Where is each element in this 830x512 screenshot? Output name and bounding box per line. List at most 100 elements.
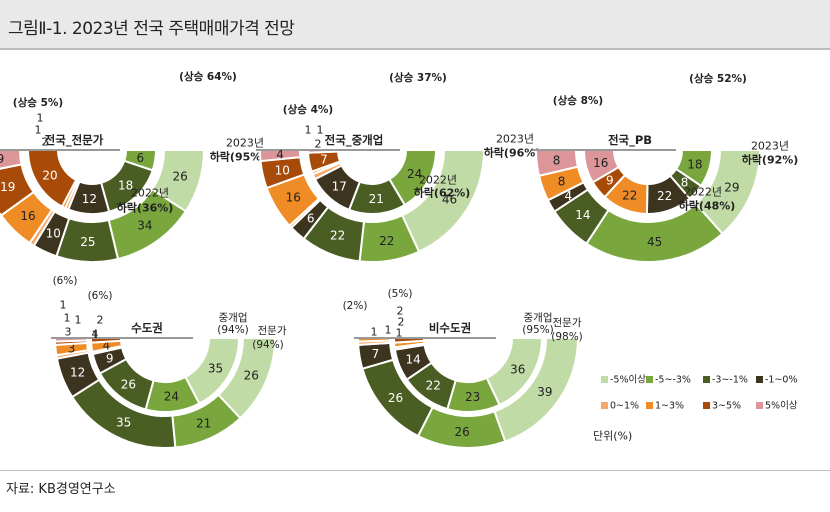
ring-year-label: 2022년 [419,174,457,187]
ring-rise-share: (상승 64%) [179,70,237,83]
donut-segment-4-outer-5 [356,337,392,343]
legend-swatch-0 [601,376,608,383]
data-label-1-outer-5: 16 [286,191,301,205]
small-value-label: 1 [305,124,312,137]
ring-decline-share: 하락(92%) [742,153,799,167]
data-label-3-inner-2: 26 [121,377,136,391]
data-label-0-outer-3: 10 [46,226,61,240]
data-label-4-outer-3: 7 [372,347,380,361]
ring-year-label: 2023년 [226,137,264,150]
small-value-label: 1 [37,112,44,125]
ring-rise-share: (5%) [388,288,413,300]
data-label-0-outer-7: 9 [0,152,4,166]
data-label-0-outer-2: 25 [80,235,95,249]
ring-decline-share: 하락(95%) [210,150,267,164]
ring-decline-share: (95%) [522,324,554,336]
small-value-label: 1 [92,329,99,342]
ring-decline-share: (94%) [217,324,249,336]
small-value-label: 2 [398,316,405,329]
ring-rise-share: (상승 4%) [283,103,333,116]
data-label-4-inner-1: 23 [465,390,480,404]
small-value-label: 2 [97,314,104,327]
small-value-label: 1 [60,299,67,312]
data-label-4-inner-2: 22 [426,379,441,393]
donut-segment-3-outer-7 [53,337,89,343]
ring-series-label: 전문가 [553,317,582,329]
source-note: 자료: KB경영연구소 [6,482,116,497]
data-label-1-inner-3: 17 [332,179,347,193]
legend-swatch-6 [703,402,710,409]
data-label-4-inner-3: 14 [406,353,421,367]
legend-label-4: 0~1% [610,401,639,412]
data-label-1-outer-3: 6 [307,212,315,226]
data-label-2-inner-2: 8 [681,176,689,190]
data-label-2-outer-2: 14 [575,208,590,222]
footer-divider [0,470,830,471]
ring-decline-share: 하락(96%) [484,146,541,160]
donut-title: 전국_전문가 [45,133,104,148]
small-value-label: 1 [371,326,378,339]
data-label-0-inner-6: 20 [42,168,57,182]
data-label-2-outer-3: 4 [565,189,573,203]
ring-decline-share: (94%) [252,339,284,351]
data-label-2-outer-0: 29 [724,181,739,195]
legend-label-3: -1~0% [765,375,798,386]
data-label-1-outer-1: 22 [379,234,394,248]
ring-rise-share: (상승 37%) [389,71,447,84]
data-label-2-inner-7: 16 [593,156,608,170]
data-label-1-outer-6: 10 [275,163,290,177]
data-label-1-outer-0: 46 [442,193,457,207]
data-label-0-outer-5: 16 [20,209,35,223]
data-label-2-outer-1: 45 [647,235,662,249]
data-label-2-outer-5: 8 [558,174,566,188]
legend-label-1: -5~-3% [655,375,691,386]
small-value-label: 1 [64,312,71,325]
legend-label-0: -5%이상 [610,375,646,386]
ring-rise-share: (상승 52%) [689,72,747,85]
ring-rise-share: (6%) [53,275,78,287]
ring-rise-share: (2%) [343,300,368,312]
data-label-0-outer-6: 19 [0,180,15,194]
small-value-label: 2 [42,136,49,149]
data-label-3-inner-3: 9 [106,352,114,366]
ring-rise-share: (상승 8%) [553,94,603,107]
data-label-3-inner-0: 35 [208,362,223,376]
ring-series-label: 중개업 [524,311,553,324]
data-label-3-outer-5: 3 [68,341,76,355]
ring-decline-share: 하락(62%) [414,186,471,200]
figure-header: 그림Ⅱ-1. 2023년 전국 주택매매가격 전망 [0,0,830,50]
data-label-3-outer-2: 35 [116,415,131,429]
small-value-label: 1 [75,314,82,327]
legend: -5%이상 -5~-3% -3~-1% -1~0% 0~1% 1~3% 3~5% 5%이상단위… [593,375,798,443]
data-label-2-inner-3: 22 [657,189,672,203]
legend-swatch-5 [646,402,653,409]
data-label-3-outer-0: 26 [244,368,259,382]
data-label-0-outer-1: 34 [137,218,152,232]
data-label-2-inner-1: 18 [687,157,702,171]
data-label-1-inner-2: 21 [369,192,384,206]
ring-year-label: 2022년 [684,186,722,199]
small-value-label: 1 [396,327,403,340]
data-label-3-outer-3: 12 [70,366,85,380]
figure-title: 그림Ⅱ-1. 2023년 전국 주택매매가격 전망 [8,19,295,39]
data-label-3-outer-1: 21 [196,417,211,431]
small-value-label: 1 [317,124,324,137]
unit-label: 단위(%) [593,430,632,443]
data-label-0-outer-0: 26 [173,169,188,183]
legend-swatch-1 [646,376,653,383]
ring-series-label: 중개업 [219,311,248,324]
legend-label-6: 3~5% [712,401,741,412]
donut-title: 비수도권 [429,321,471,335]
ring-year-label: 2023년 [496,133,534,146]
small-value-label: 3 [65,326,72,339]
ring-decline-share: 하락(36%) [117,201,174,215]
data-label-1-outer-7: 4 [276,148,284,162]
legend-label-5: 1~3% [655,401,684,412]
small-value-label: 4 [92,328,99,341]
data-label-2-outer-7: 8 [553,154,561,168]
